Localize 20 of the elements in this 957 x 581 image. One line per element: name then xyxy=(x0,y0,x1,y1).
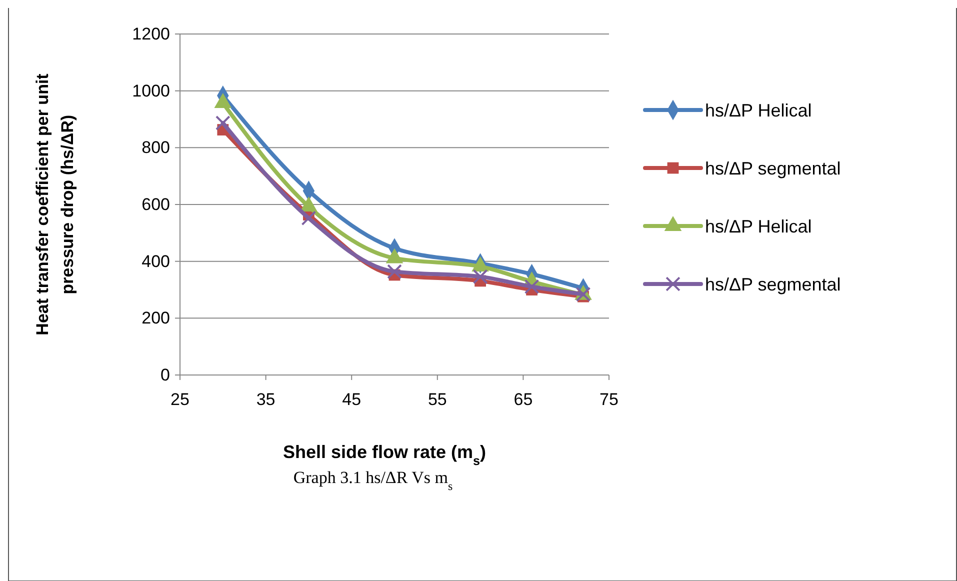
y-tick-label: 200 xyxy=(142,308,170,328)
y-tick-label: 800 xyxy=(142,138,170,158)
y-tick-label: 1200 xyxy=(132,24,170,44)
caption: Graph 3.1 hs/ΔR Vs m$_{s}$ xyxy=(293,468,454,493)
y-tick-label: 0 xyxy=(160,366,170,384)
legend-label: hs/ΔP segmental xyxy=(705,274,841,294)
x-tick-label: 25 xyxy=(170,390,190,409)
x-tick-label: 55 xyxy=(428,390,447,409)
x-tick-label: 65 xyxy=(514,390,533,409)
y-tick-label: 400 xyxy=(142,252,170,271)
y-axis-title: Heat transfer coefficient per unit pressure drop (hs/ΔR) xyxy=(33,73,77,336)
x-tick-label: 35 xyxy=(256,390,276,409)
y-tick-label: 1000 xyxy=(132,81,170,100)
legend-label: hs/ΔP Helical xyxy=(705,100,812,120)
legend-label: hs/ΔP segmental xyxy=(705,158,841,178)
x-axis-title: Shell side flow rate (m$_{s}$) xyxy=(282,442,486,468)
x-tick-label: 75 xyxy=(600,390,618,409)
legend-label: hs/ΔP Helical xyxy=(705,216,812,236)
y-tick-label: 600 xyxy=(142,195,170,214)
x-tick-label: 45 xyxy=(342,390,362,409)
